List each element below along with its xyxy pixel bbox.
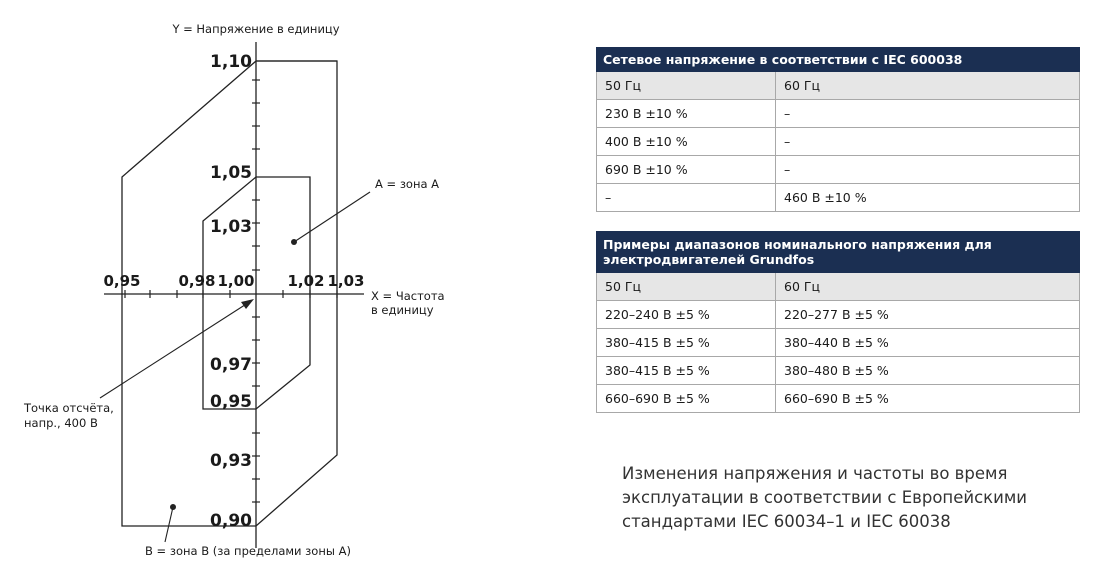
table-row: 230 В ±10 % – bbox=[596, 99, 1080, 128]
x-tick-label-0-98: 0,98 bbox=[178, 272, 215, 290]
table-cell: 220–277 В ±5 % bbox=[775, 300, 1080, 329]
zone-a-dot bbox=[291, 239, 297, 245]
x-tick-label-1-02: 1,02 bbox=[287, 272, 324, 290]
table-cell: 380–415 В ±5 % bbox=[596, 328, 776, 357]
table-cell: – bbox=[775, 155, 1080, 184]
voltage-frequency-diagram: 1,10 1,05 1,03 0,97 0,95 0,93 0,90 0,95 … bbox=[23, 22, 445, 558]
y-tick-label-0-95: 0,95 bbox=[210, 392, 252, 412]
table-cell: 220–240 В ±5 % bbox=[596, 300, 776, 329]
table-cell: 380–480 В ±5 % bbox=[775, 356, 1080, 385]
reference-arrowhead bbox=[241, 299, 254, 309]
y-tick-label-1-05: 1,05 bbox=[210, 163, 252, 183]
table-row: 220–240 В ±5 % 220–277 В ±5 % bbox=[596, 300, 1080, 329]
table-row: 400 В ±10 % – bbox=[596, 127, 1080, 156]
zone-a-label: A = зона А bbox=[375, 177, 439, 191]
column-header: 60 Гц bbox=[775, 71, 1080, 100]
column-header: 60 Гц bbox=[775, 272, 1080, 301]
reference-label-line2: напр., 400 В bbox=[24, 416, 98, 430]
table-cell: 690 В ±10 % bbox=[596, 155, 776, 184]
table-cell: 460 В ±10 % bbox=[775, 183, 1080, 212]
zone-a-leader bbox=[293, 191, 371, 243]
x-tick-label-0-95: 0,95 bbox=[103, 272, 140, 290]
reference-label-line1: Точка отсчёта, bbox=[23, 401, 114, 415]
zone-a-outline bbox=[202, 176, 311, 410]
zone-b-label: B = зона В (за пределами зоны А) bbox=[145, 544, 351, 558]
table-cell: – bbox=[596, 183, 776, 212]
column-header: 50 Гц bbox=[596, 71, 776, 100]
table-cell: 380–440 В ±5 % bbox=[775, 328, 1080, 357]
caption: Изменения напряжения и частоты во время … bbox=[622, 464, 1028, 531]
table-title: Сетевое напряжение в соответствии с IEC … bbox=[596, 47, 1080, 72]
x-tick-label-1-03: 1,03 bbox=[327, 272, 364, 290]
table-header-row: 50 Гц 60 Гц bbox=[596, 71, 1080, 100]
y-axis-ticks bbox=[252, 79, 260, 503]
table-cell: 660–690 В ±5 % bbox=[775, 384, 1080, 413]
y-tick-label-1-10: 1,10 bbox=[210, 52, 252, 72]
mains-voltage-table: Сетевое напряжение в соответствии с IEC … bbox=[596, 47, 1080, 212]
y-tick-label-1-03: 1,03 bbox=[210, 217, 252, 237]
table-row: 380–415 В ±5 % 380–480 В ±5 % bbox=[596, 356, 1080, 385]
column-header: 50 Гц bbox=[596, 272, 776, 301]
table-cell: 660–690 В ±5 % bbox=[596, 384, 776, 413]
table-cell: – bbox=[775, 99, 1080, 128]
x-tick-label-1-00: 1,00 bbox=[217, 272, 254, 290]
table-row: – 460 В ±10 % bbox=[596, 183, 1080, 212]
motor-voltage-ranges-table: Примеры диапазонов номинального напряжен… bbox=[596, 231, 1080, 413]
x-axis-label-line2: в единицу bbox=[371, 303, 434, 317]
table-row: 660–690 В ±5 % 660–690 В ±5 % bbox=[596, 384, 1080, 413]
y-tick-label-0-93: 0,93 bbox=[210, 451, 252, 471]
table-title: Примеры диапазонов номинального напряжен… bbox=[596, 231, 1080, 273]
reference-leader bbox=[99, 300, 252, 399]
y-tick-label-0-97: 0,97 bbox=[210, 355, 252, 375]
table-row: 690 В ±10 % – bbox=[596, 155, 1080, 184]
table-cell: – bbox=[775, 127, 1080, 156]
table-row: 380–415 В ±5 % 380–440 В ±5 % bbox=[596, 328, 1080, 357]
zone-b-dot bbox=[170, 504, 176, 510]
table-cell: 400 В ±10 % bbox=[596, 127, 776, 156]
table-cell: 380–415 В ±5 % bbox=[596, 356, 776, 385]
zone-b-leader bbox=[164, 506, 174, 543]
table-header-row: 50 Гц 60 Гц bbox=[596, 272, 1080, 301]
x-axis-label-line1: X = Частота bbox=[371, 289, 445, 303]
table-cell: 230 В ±10 % bbox=[596, 99, 776, 128]
y-axis-label: Y = Напряжение в единицу bbox=[171, 22, 339, 36]
y-tick-label-0-90: 0,90 bbox=[210, 511, 252, 531]
